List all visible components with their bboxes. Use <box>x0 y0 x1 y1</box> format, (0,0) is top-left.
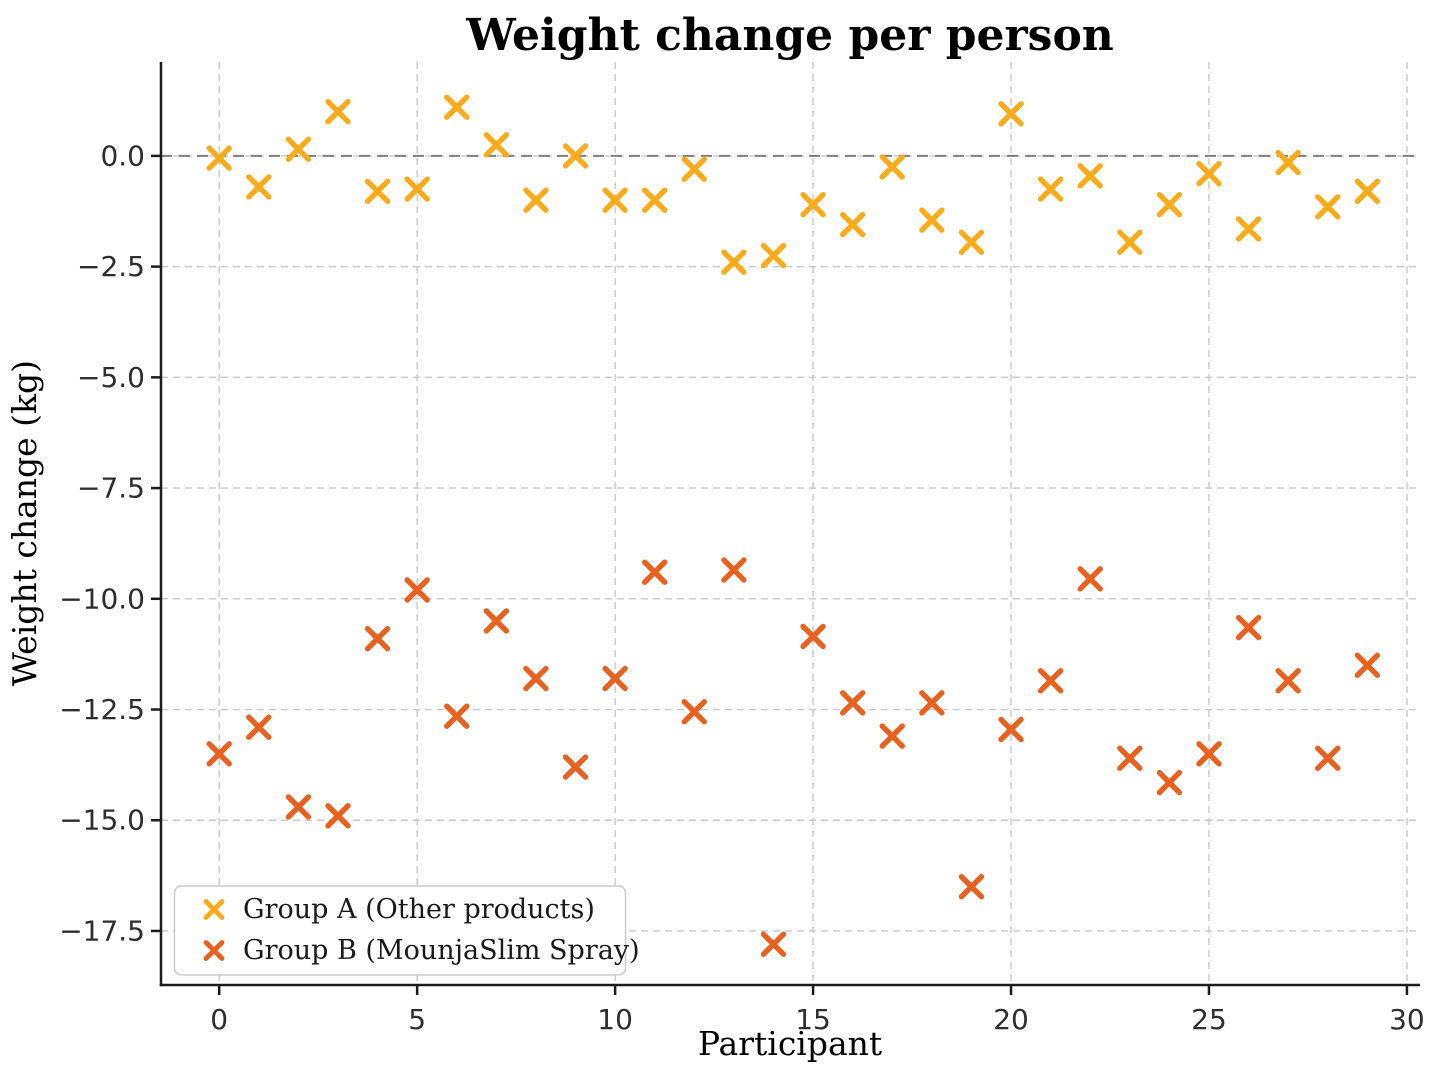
scatter-marker <box>998 716 1024 743</box>
scatter-marker <box>760 242 787 269</box>
scatter-marker <box>998 101 1024 127</box>
y-tick-label: −10.0 <box>59 582 145 615</box>
x-tick-label: 30 <box>1389 1003 1425 1036</box>
scatter-marker <box>404 577 430 603</box>
scatter-marker <box>1156 769 1183 796</box>
scatter-marker <box>879 154 905 180</box>
scatter-marker <box>562 754 589 780</box>
scatter-marker <box>285 136 312 162</box>
scatter-marker <box>958 229 985 255</box>
legend: Group A (Other products) Group B (Mounja… <box>173 885 640 976</box>
scatter-marker <box>1354 178 1381 205</box>
x-tick-label: 0 <box>210 1003 228 1036</box>
axis-ticks-layer <box>151 154 1409 995</box>
legend-box <box>173 885 627 976</box>
y-axis-label: Weight change (kg) <box>5 360 44 686</box>
scatter-marker <box>1275 149 1301 176</box>
scatter-marker <box>364 178 391 205</box>
x-tick-label: 5 <box>408 1003 426 1036</box>
y-tick-label: −12.5 <box>59 693 145 726</box>
scatter-marker <box>444 703 470 729</box>
x-axis-label: Participant <box>698 1024 882 1063</box>
x-tick-label: 20 <box>993 1003 1029 1036</box>
scatter-marker <box>1315 745 1341 771</box>
scatter-marker <box>1117 745 1143 771</box>
scatter-marker <box>1275 668 1301 694</box>
scatter-marker <box>760 931 787 957</box>
scatter-marker <box>958 873 985 900</box>
y-tick-label: −2.5 <box>77 250 145 283</box>
legend-item-group-a: Group A (Other products) <box>203 894 595 925</box>
legend-label-group-a: Group A (Other products) <box>243 894 595 925</box>
scatter-marker <box>919 690 945 716</box>
x-tick-label: 25 <box>1191 1003 1227 1036</box>
scatter-marker <box>562 143 589 169</box>
scatter-marker <box>1196 160 1222 187</box>
scatter-marker <box>1037 176 1064 202</box>
scatter-marker <box>246 174 272 200</box>
scatter-marker <box>325 98 351 125</box>
scatter-marker <box>721 557 747 583</box>
scatter-marker <box>1077 566 1103 592</box>
scatter-marker <box>523 187 549 213</box>
x-tick-label: 15 <box>795 1003 831 1036</box>
scatter-marker <box>325 803 351 829</box>
scatter-marker <box>681 156 707 182</box>
y-tick-label: −17.5 <box>59 914 145 947</box>
scatter-marker <box>839 211 866 238</box>
scatter-marker <box>839 690 866 716</box>
scatter-marker <box>721 249 747 275</box>
y-tick-label: 0.0 <box>100 139 145 172</box>
y-tick-label: −15.0 <box>59 804 145 837</box>
scatter-marker <box>919 207 945 233</box>
data-markers-layer <box>206 94 1381 957</box>
scatter-marker <box>285 794 312 820</box>
scatter-marker <box>1315 194 1341 220</box>
scatter-marker <box>404 176 430 202</box>
x-tick-label: 10 <box>597 1003 633 1036</box>
scatter-marker <box>602 187 628 213</box>
axis-spines-layer <box>159 62 1420 987</box>
series-group-a <box>206 94 1381 275</box>
scatter-marker <box>1196 741 1222 767</box>
scatter-marker <box>206 741 232 767</box>
scatter-marker <box>364 625 391 652</box>
y-tick-label: −7.5 <box>77 472 145 505</box>
scatter-marker <box>1235 216 1262 242</box>
scatter-marker <box>642 187 668 213</box>
series-group-b <box>206 557 1381 957</box>
gridlines-layer <box>161 62 1420 985</box>
scatter-marker <box>483 132 510 158</box>
scatter-marker <box>1235 614 1262 641</box>
scatter-marker <box>681 699 707 725</box>
scatter-marker <box>602 665 628 692</box>
legend-label-group-b: Group B (MounjaSlim Spray) <box>243 935 640 966</box>
scatter-marker <box>800 623 826 650</box>
scatter-marker <box>246 714 272 740</box>
scatter-marker <box>800 191 826 218</box>
scatter-marker <box>879 723 905 749</box>
group-b-marker-icon <box>203 940 225 961</box>
scatter-marker <box>1117 229 1143 255</box>
scatter-marker <box>1354 652 1381 678</box>
tick-labels-layer: 0 5 10 15 20 25 30 0.0 −2.5 −5.0 −7.5 −10.0 −12.5 −15… <box>59 139 1425 1036</box>
y-tick-label: −5.0 <box>77 361 145 394</box>
scatter-marker <box>206 145 232 171</box>
scatter-marker <box>523 665 549 692</box>
chart-title: Weight change per person <box>465 10 1114 61</box>
scatter-marker <box>1037 668 1064 694</box>
group-a-marker-icon <box>203 899 225 920</box>
legend-item-group-b: Group B (MounjaSlim Spray) <box>203 935 640 966</box>
scatter-marker <box>642 559 668 585</box>
scatter-marker <box>1156 191 1183 218</box>
scatter-marker <box>1077 163 1103 189</box>
scatter-marker <box>483 608 510 634</box>
scatter-marker <box>444 94 470 120</box>
